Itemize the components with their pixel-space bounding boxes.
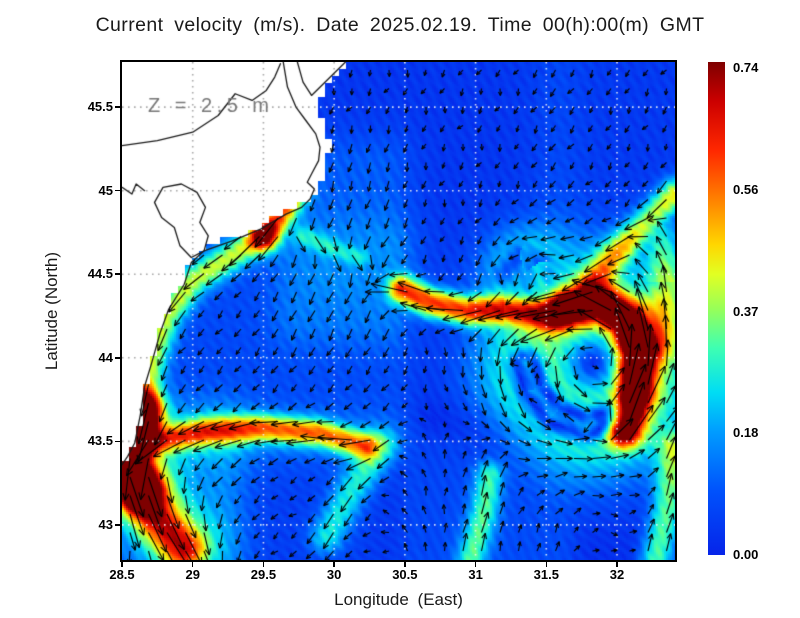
x-tick-mark [545,562,548,567]
x-tick-label: 31 [468,567,483,582]
x-tick-mark [121,562,123,567]
y-tick-label: 45 [98,182,113,198]
map-plot-area [120,60,677,562]
x-tick-mark [616,562,618,567]
x-tick-label: 29 [185,567,200,582]
y-tick-label: 43.5 [87,433,113,449]
colorbar-tick-label: 0.56 [733,181,759,197]
x-tick-mark [474,562,477,567]
x-axis-title: Longitude (East) [334,590,463,609]
velocity-field-canvas [122,62,675,560]
x-tick-label: 31.5 [533,567,559,582]
y-tick-label: 44.5 [87,266,113,282]
x-tick-label: 29.5 [250,567,277,582]
x-tick-mark [262,562,265,567]
y-tick-label: 43 [98,516,113,532]
x-tick-label: 30.5 [392,567,418,582]
x-tick-label: 30 [326,567,342,582]
x-tick-mark [333,562,335,567]
colorbar [708,62,725,555]
y-tick-mark [115,106,120,108]
x-tick-label: 28.5 [109,567,135,582]
colorbar-tick-label: 0.18 [733,425,759,441]
y-tick-mark [115,273,120,275]
colorbar-tick-label: 0.37 [733,303,759,319]
chart-title: Current velocity (m/s). Date 2025.02.19.… [95,14,705,36]
colorbar-tick-label: 0.00 [733,547,759,562]
y-tick-mark [115,524,120,526]
x-tick-label: 32 [609,567,625,582]
colorbar-tick-label: 0.74 [733,60,759,75]
y-tick-mark [115,189,120,192]
x-tick-mark [191,562,194,567]
y-tick-label: 45.5 [87,99,113,115]
y-tick-label: 44 [98,349,113,365]
y-tick-mark [115,357,120,359]
x-tick-mark [404,562,406,567]
y-tick-mark [115,440,120,443]
